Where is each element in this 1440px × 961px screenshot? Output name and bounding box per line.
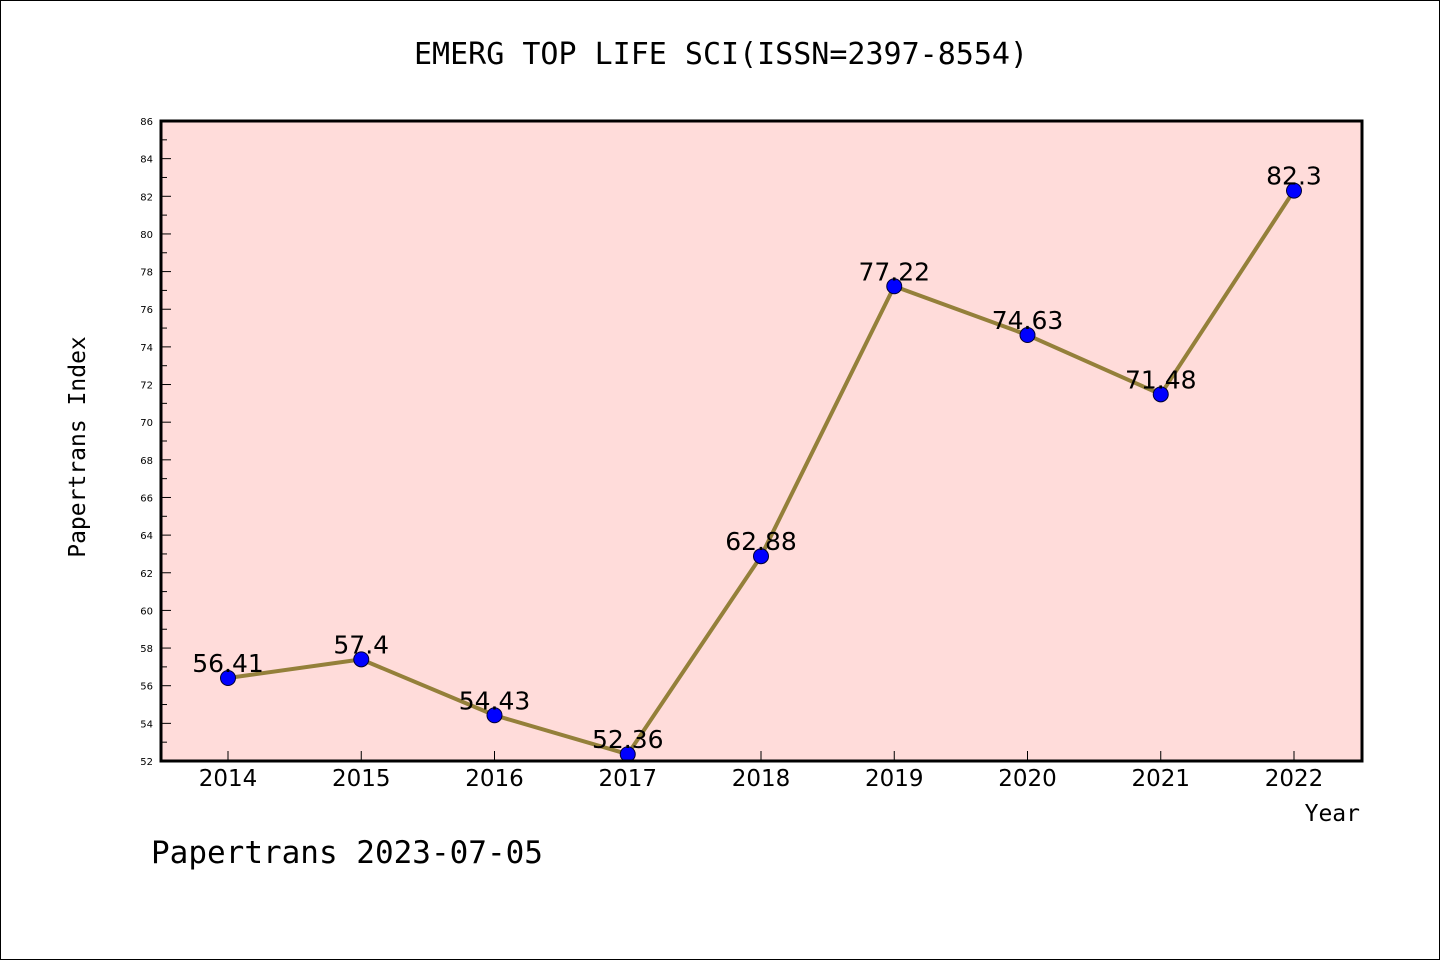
footer-note: Papertrans 2023-07-05 [151,835,543,871]
y-tick-label: 80 [140,230,153,241]
y-tick-label: 62 [140,569,153,580]
y-tick-label: 74 [140,343,153,354]
x-tick-label: 2021 [1131,766,1190,792]
data-point [753,548,769,565]
x-tick-label: 2016 [465,766,524,792]
data-point [886,278,903,295]
x-tick-label: 2014 [199,766,258,792]
y-axis-title: Papertrans Index [65,336,91,558]
data-point [220,669,236,686]
x-tick-label: 2020 [998,766,1057,792]
plot-area [161,121,1362,761]
x-tick-label: 2017 [598,766,657,792]
data-point [1152,386,1169,403]
data-label: 62.88 [725,527,797,556]
data-label: 54.43 [459,686,531,715]
data-label: 56.41 [192,649,264,678]
x-tick-label: 2022 [1265,766,1324,792]
y-tick-label: 60 [140,606,153,617]
x-axis-title: Year [1305,801,1360,827]
x-tick-label: 2015 [332,766,391,792]
data-point [1286,182,1302,199]
y-tick-label: 64 [140,531,153,542]
y-tick-label: 78 [140,268,153,279]
data-point [1019,327,1036,344]
y-tick-label: 84 [140,155,153,166]
y-tick-label: 56 [140,682,153,693]
y-tick-label: 58 [140,644,153,655]
y-tick-label: 70 [140,418,153,429]
y-tick-label: 82 [140,192,153,203]
y-tick-label: 86 [140,117,153,128]
data-point [353,651,370,668]
chart-title: EMERG TOP LIFE SCI(ISSN=2397-8554) [413,37,1029,72]
x-tick-label: 2019 [865,766,924,792]
data-label: 77.22 [858,257,930,286]
data-label: 82.3 [1266,162,1322,191]
y-tick-label: 72 [140,381,153,392]
data-point [486,707,503,724]
data-label: 52.36 [592,725,664,754]
x-tick-label: 2018 [732,766,791,792]
data-label: 57.4 [333,630,389,659]
data-label: 74.63 [992,306,1064,335]
y-tick-label: 68 [140,456,153,467]
y-tick-label: 52 [140,757,153,768]
plot-frame [159,119,1364,763]
y-tick-label: 54 [140,719,153,730]
y-tick-label: 76 [140,305,153,316]
y-tick-label: 66 [140,493,153,504]
data-label: 71.48 [1125,365,1197,394]
